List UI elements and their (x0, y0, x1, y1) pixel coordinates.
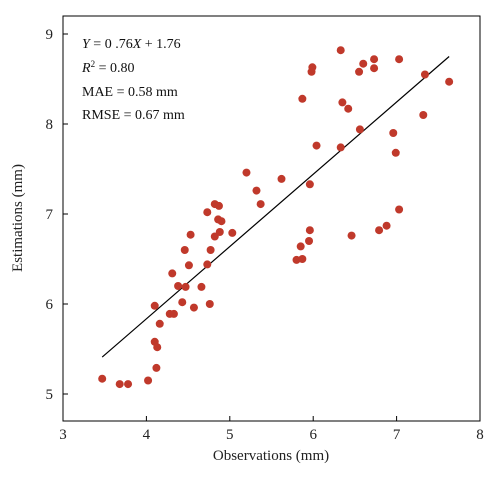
data-point (395, 205, 404, 214)
y-tick-label: 7 (46, 207, 54, 223)
y-tick-label: 5 (46, 387, 54, 403)
data-point (153, 343, 162, 352)
data-point (277, 174, 286, 183)
data-point (375, 226, 384, 235)
regression-line-group (101, 56, 450, 358)
data-point (152, 363, 161, 372)
data-point (370, 55, 379, 64)
data-point (124, 380, 133, 389)
data-point (391, 148, 400, 157)
data-point (389, 129, 398, 137)
data-point (382, 221, 391, 230)
data-point (215, 228, 224, 236)
data-point (98, 374, 107, 383)
x-axis-label: Observations (mm) (213, 448, 329, 464)
data-point (155, 319, 164, 328)
data-point (144, 376, 153, 385)
data-point (169, 309, 178, 318)
data-point (344, 104, 353, 113)
data-point (203, 208, 212, 217)
data-point (308, 63, 317, 72)
x-tick-label: 5 (226, 427, 234, 443)
data-point (355, 125, 364, 134)
data-point (298, 94, 307, 103)
data-point (180, 246, 189, 254)
data-point (445, 77, 454, 86)
data-point (205, 300, 214, 308)
mae-value: MAE = 0.58 mm (82, 85, 178, 100)
data-point (305, 237, 314, 245)
rmse-value: RMSE = 0.67 mm (82, 108, 185, 123)
x-tick-label: 6 (309, 427, 317, 443)
data-point (395, 55, 404, 64)
plot-area-frame (62, 15, 481, 422)
data-point (150, 301, 159, 310)
data-point (178, 298, 187, 307)
data-point (347, 231, 356, 240)
data-point (214, 201, 223, 210)
data-point (305, 226, 314, 235)
data-point (355, 67, 364, 76)
data-point (252, 186, 261, 195)
data-point (305, 180, 314, 189)
data-point (181, 282, 190, 291)
data-point (420, 70, 429, 79)
data-point (197, 282, 206, 291)
y-tick-label: 9 (46, 27, 54, 43)
data-point (296, 242, 305, 251)
data-point (168, 269, 177, 278)
data-point (189, 303, 198, 312)
data-point (206, 246, 215, 254)
regression-equation: Y = 0 .76X + 1.76 (82, 37, 181, 52)
data-point (256, 200, 265, 209)
data-point (359, 59, 368, 68)
y-tick-label: 8 (46, 117, 54, 133)
data-point (174, 282, 183, 290)
r-squared: R2 = 0.80 (81, 59, 134, 76)
axis-ticks: 3 4 5 6 7 8 5 6 7 8 9 (46, 27, 484, 443)
data-point (336, 143, 345, 152)
regression-line (101, 56, 450, 358)
data-point (115, 380, 124, 389)
data-point (184, 261, 193, 270)
y-tick-label: 6 (46, 297, 54, 313)
data-point (336, 46, 345, 55)
data-point (338, 98, 347, 107)
data-point (419, 111, 428, 119)
data-point (228, 228, 237, 237)
x-tick-label: 7 (393, 427, 401, 443)
statistics-annotation: Y = 0 .76X + 1.76 R2 = 0.80 MAE = 0.58 m… (81, 37, 185, 123)
y-axis-label: Estimations (mm) (10, 164, 26, 272)
data-points (98, 46, 454, 389)
x-tick-label: 8 (476, 427, 484, 443)
data-point (203, 260, 212, 269)
data-point (186, 230, 195, 239)
data-point (217, 217, 226, 226)
x-tick-label: 4 (143, 427, 151, 443)
data-point (242, 168, 251, 177)
data-point (312, 141, 321, 150)
data-point (298, 255, 307, 263)
x-tick-label: 3 (59, 427, 67, 443)
data-point (370, 64, 379, 73)
